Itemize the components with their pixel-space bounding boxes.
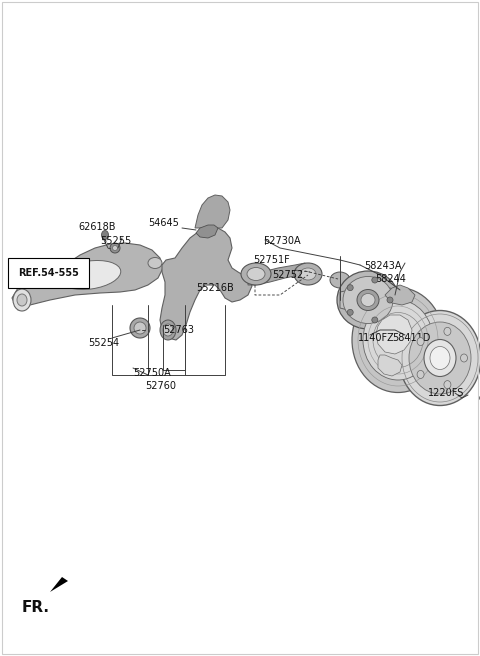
Text: 52730A: 52730A xyxy=(263,236,300,246)
Ellipse shape xyxy=(343,276,393,323)
Text: 62618B: 62618B xyxy=(78,222,116,232)
Ellipse shape xyxy=(330,272,350,288)
Ellipse shape xyxy=(363,300,433,380)
Ellipse shape xyxy=(444,380,451,388)
Ellipse shape xyxy=(417,371,424,379)
Polygon shape xyxy=(378,355,402,376)
Ellipse shape xyxy=(347,285,353,291)
Ellipse shape xyxy=(160,320,176,340)
Text: REF.54-555: REF.54-555 xyxy=(18,268,79,278)
Text: 52763: 52763 xyxy=(163,325,194,335)
Polygon shape xyxy=(50,577,68,592)
Ellipse shape xyxy=(110,243,120,253)
Ellipse shape xyxy=(387,297,393,303)
Ellipse shape xyxy=(357,289,379,310)
Text: 52750A: 52750A xyxy=(133,368,171,378)
Polygon shape xyxy=(160,228,252,340)
Text: 52751F: 52751F xyxy=(253,255,290,265)
Polygon shape xyxy=(248,263,308,285)
Ellipse shape xyxy=(112,245,118,251)
Polygon shape xyxy=(195,195,230,228)
Text: FR.: FR. xyxy=(22,600,50,615)
Text: 55254: 55254 xyxy=(88,338,119,348)
Ellipse shape xyxy=(424,340,456,377)
Text: 58244: 58244 xyxy=(375,274,406,284)
Ellipse shape xyxy=(134,322,146,334)
Polygon shape xyxy=(12,243,163,310)
Ellipse shape xyxy=(148,258,162,268)
Ellipse shape xyxy=(347,310,353,316)
Ellipse shape xyxy=(247,268,265,281)
Text: 52752: 52752 xyxy=(272,270,303,280)
Ellipse shape xyxy=(300,268,316,280)
Ellipse shape xyxy=(372,317,378,323)
Ellipse shape xyxy=(430,346,450,369)
Ellipse shape xyxy=(163,324,173,336)
Ellipse shape xyxy=(337,271,399,329)
Ellipse shape xyxy=(130,318,150,338)
Text: 58243A: 58243A xyxy=(364,261,401,271)
Text: 1220FS: 1220FS xyxy=(428,388,464,398)
Ellipse shape xyxy=(361,293,375,306)
Ellipse shape xyxy=(417,338,424,346)
Text: 54645: 54645 xyxy=(148,218,179,228)
Text: REF.54-555: REF.54-555 xyxy=(18,268,79,278)
Polygon shape xyxy=(385,285,415,305)
Ellipse shape xyxy=(101,230,108,239)
Polygon shape xyxy=(340,287,400,314)
Ellipse shape xyxy=(294,263,322,285)
Ellipse shape xyxy=(444,327,451,335)
Text: 55255: 55255 xyxy=(100,236,131,246)
Text: 58411D: 58411D xyxy=(392,333,431,343)
Ellipse shape xyxy=(460,354,468,362)
Text: 1140FZ: 1140FZ xyxy=(358,333,395,343)
Polygon shape xyxy=(196,225,218,238)
Text: 52760: 52760 xyxy=(145,381,176,391)
Ellipse shape xyxy=(241,263,271,285)
Ellipse shape xyxy=(409,322,471,394)
Ellipse shape xyxy=(17,294,27,306)
Text: 55216B: 55216B xyxy=(196,283,234,293)
Ellipse shape xyxy=(13,289,31,311)
Polygon shape xyxy=(376,315,412,354)
Ellipse shape xyxy=(372,277,378,283)
Ellipse shape xyxy=(399,310,480,405)
Ellipse shape xyxy=(59,260,121,289)
Ellipse shape xyxy=(352,287,444,392)
